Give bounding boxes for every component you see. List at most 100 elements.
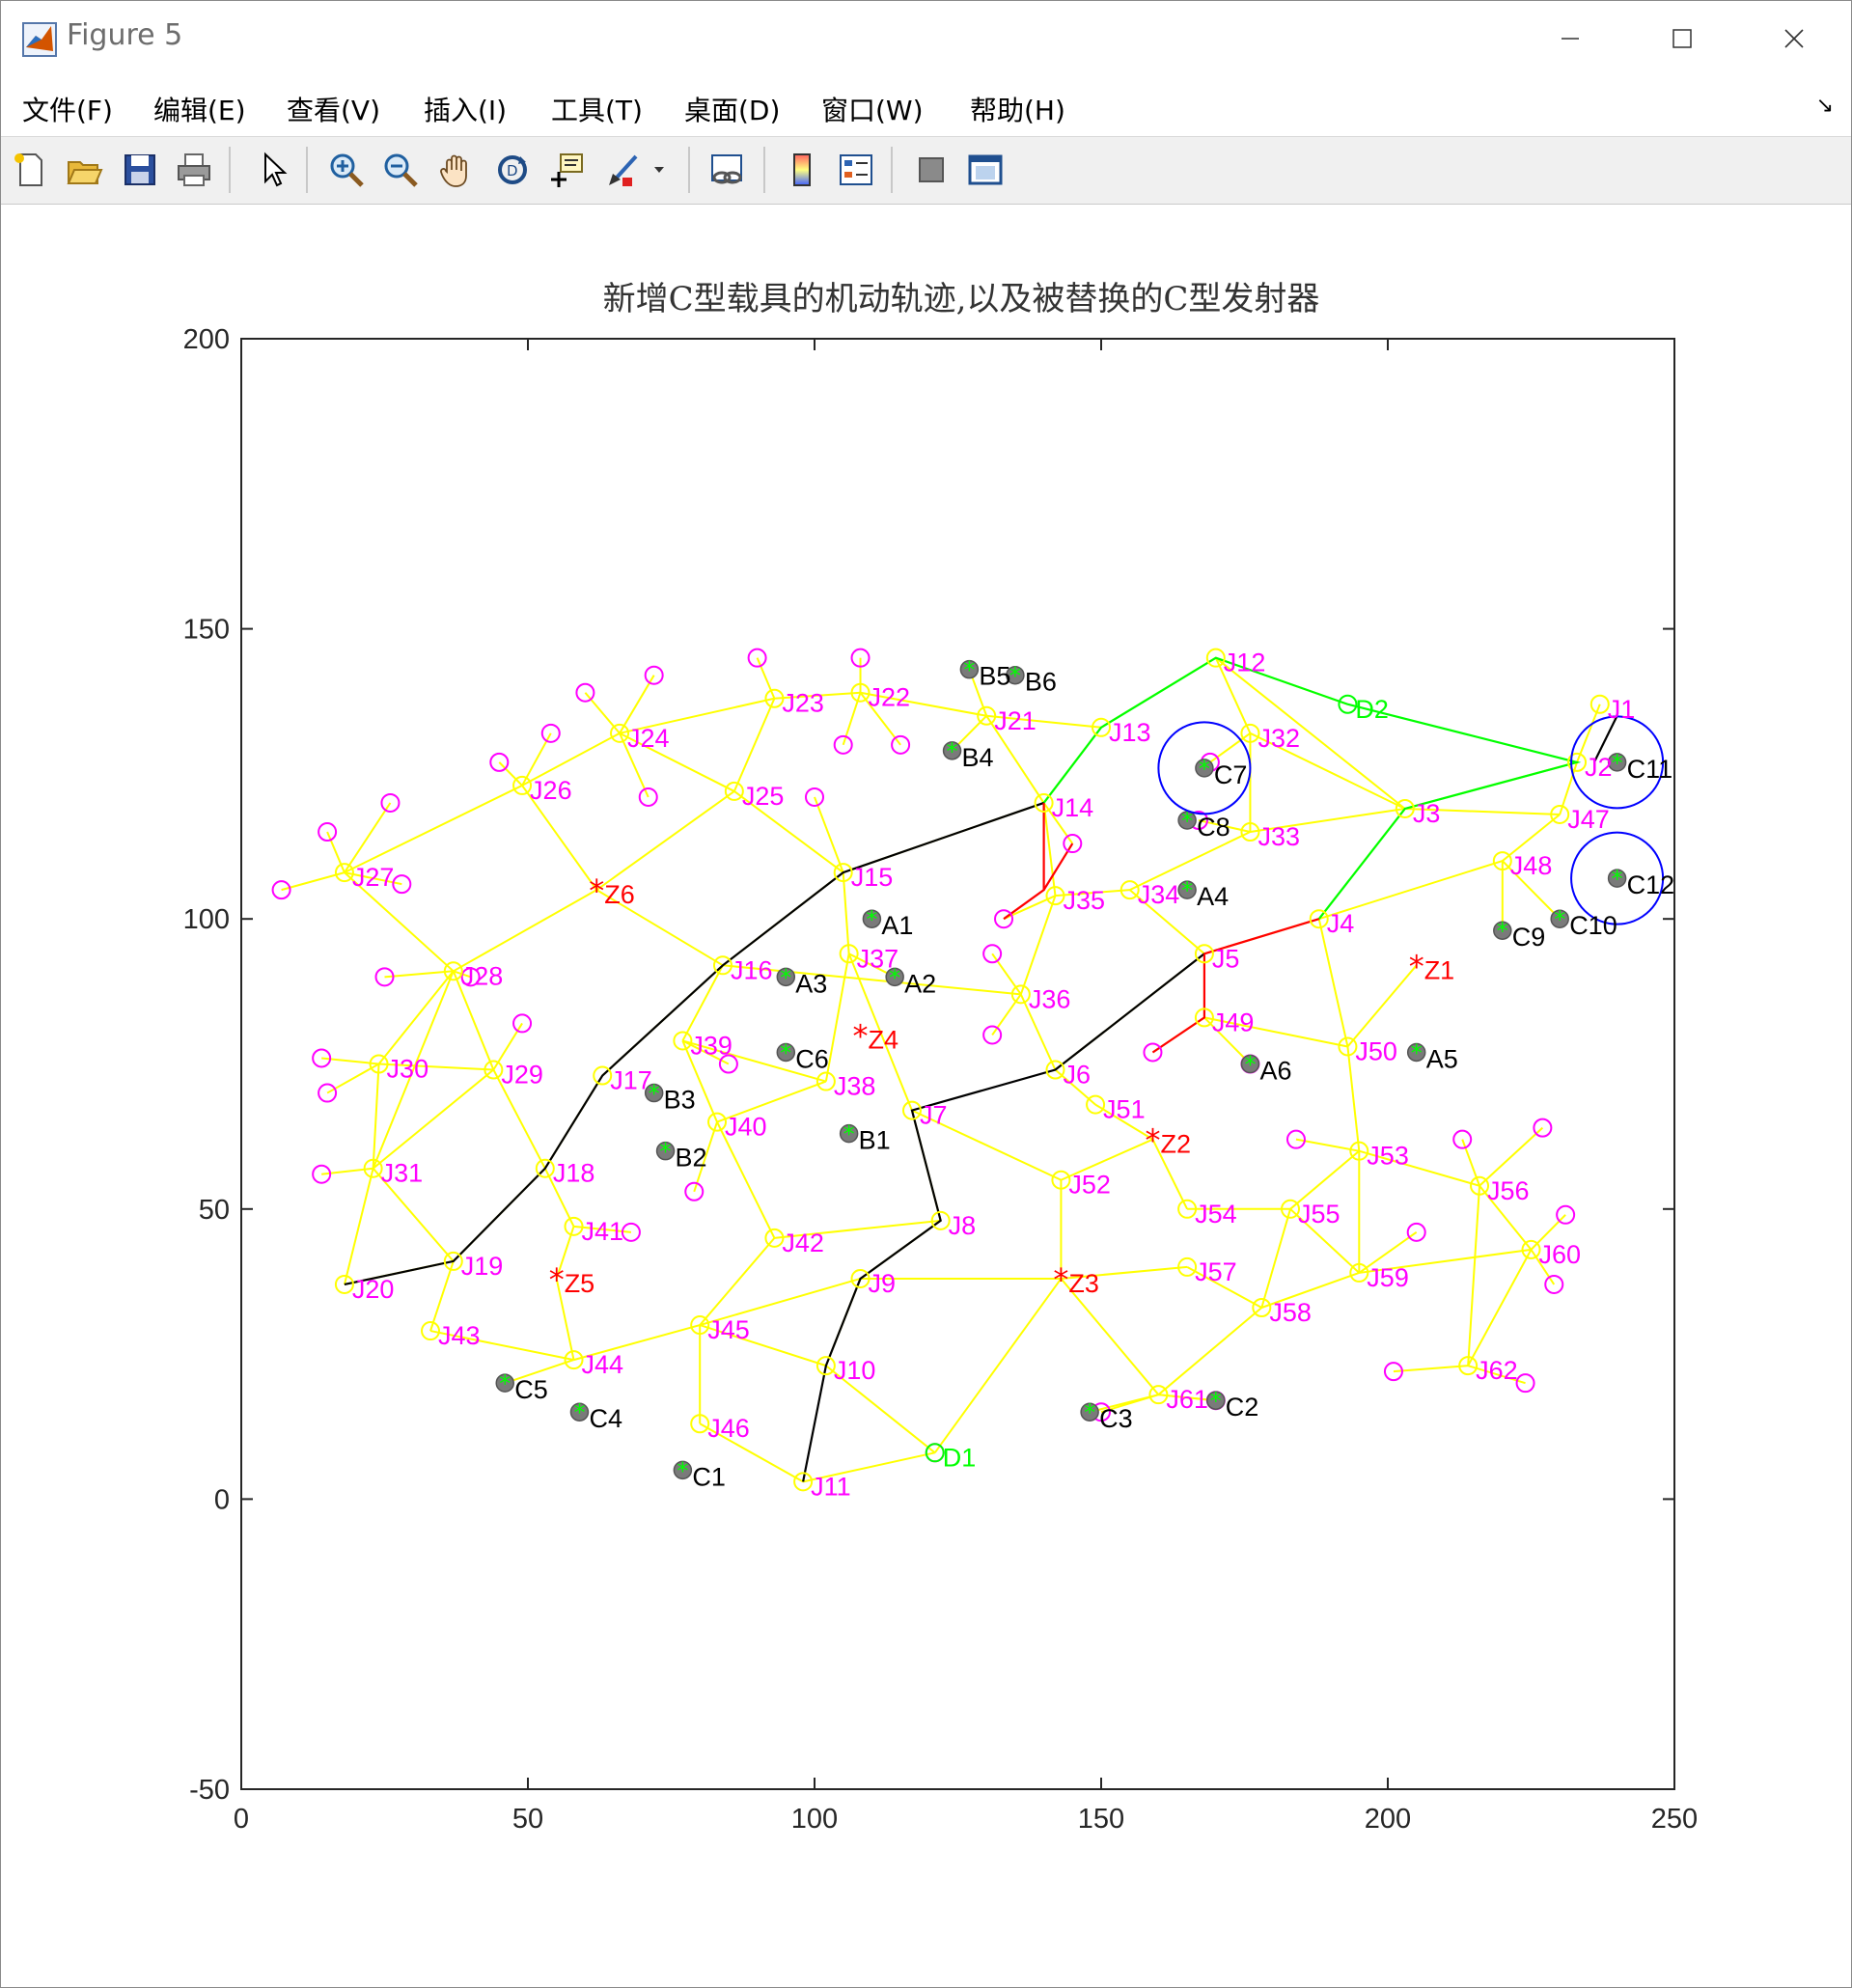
menu-tools[interactable]: 工具(T) — [551, 95, 643, 126]
toolbar-separator — [229, 147, 231, 193]
road-edge — [716, 1121, 776, 1239]
junction-label: J16 — [731, 955, 773, 984]
show-plot-tools-button[interactable] — [962, 147, 1009, 193]
print-button[interactable] — [171, 147, 217, 193]
brush-button[interactable] — [601, 147, 648, 193]
road-edge — [1019, 895, 1057, 995]
save-button[interactable] — [117, 147, 163, 193]
map-nodes: *********** ********** ********* — [271, 648, 1665, 1492]
pan-button[interactable] — [433, 147, 480, 193]
junction-label: J49 — [1212, 1008, 1255, 1036]
brush-dropdown-button[interactable] — [650, 147, 669, 193]
leaf-node-marker — [891, 734, 911, 755]
y-tick-label: 0 — [214, 1484, 230, 1515]
road-edge — [1404, 807, 1561, 815]
open-file-button[interactable] — [61, 147, 107, 193]
data-cursor-icon — [551, 153, 583, 187]
warehouse-marker: * — [1053, 1261, 1068, 1298]
rotate-3d-button[interactable]: D — [489, 147, 536, 193]
junction-marker — [1492, 851, 1512, 871]
road-edge — [344, 871, 455, 973]
leaf-node-marker — [850, 648, 871, 668]
junction-marker — [1045, 886, 1065, 906]
launcher-star: * — [1199, 756, 1210, 783]
maximize-button[interactable] — [1626, 1, 1738, 76]
launcher-marker — [495, 1373, 514, 1393]
junction-label: J54 — [1195, 1200, 1237, 1229]
road-edge — [372, 1168, 455, 1262]
junction-label: J34 — [1138, 880, 1180, 909]
minimize-button[interactable] — [1514, 1, 1626, 76]
zoom-out-button[interactable] — [377, 147, 424, 193]
print-icon — [178, 153, 210, 186]
junction-marker — [850, 1268, 871, 1288]
title-bar: Figure 5 — [1, 1, 1851, 76]
path-black — [1592, 715, 1618, 763]
depot-marker — [925, 1443, 945, 1463]
junction-label: J52 — [1068, 1171, 1111, 1200]
colorbar-button[interactable] — [779, 147, 825, 193]
junction-label: J20 — [352, 1275, 395, 1304]
road-edge — [933, 1278, 1063, 1453]
new-figure-button[interactable] — [7, 147, 53, 193]
road-spoke — [384, 970, 454, 979]
close-button[interactable] — [1738, 1, 1850, 76]
zoom-in-button[interactable] — [323, 147, 370, 193]
junction-label: J27 — [352, 863, 395, 892]
dock-arrow-icon[interactable]: ↘ — [1815, 94, 1834, 118]
vehicle-paths — [344, 656, 1618, 1482]
launcher-star: * — [1210, 1388, 1222, 1415]
junction-label: J29 — [501, 1061, 543, 1090]
road-edge — [595, 790, 735, 891]
junction-marker — [833, 863, 853, 883]
road-edge — [682, 1039, 827, 1083]
junction-label: J3 — [1413, 799, 1441, 828]
road-edge — [1289, 1208, 1360, 1274]
data-cursor-button[interactable] — [543, 147, 590, 193]
hide-plot-tools-button[interactable] — [908, 147, 954, 193]
plot-canvas[interactable]: 新增C型载具的机动轨迹,以及被替换的C型发射器 0 50 100 150 200 250 -… — [0, 204, 1850, 1985]
menu-help[interactable]: 帮助(H) — [970, 95, 1065, 126]
menu-view[interactable]: 查看(V) — [287, 95, 381, 126]
pan-icon — [440, 154, 467, 187]
legend-button[interactable] — [833, 147, 879, 193]
leaf-node-marker — [994, 909, 1014, 929]
junction-label: J41 — [582, 1217, 624, 1246]
axes-box — [240, 338, 1675, 1790]
x-tick-label: 100 — [791, 1804, 838, 1835]
road-edge — [1186, 1266, 1262, 1309]
road-edge — [699, 1422, 804, 1483]
pointer-button[interactable] — [250, 147, 296, 193]
road-edge — [681, 964, 724, 1041]
road-edge — [986, 714, 1102, 729]
launcher-marker — [1607, 869, 1627, 888]
road-edge — [492, 1069, 546, 1170]
menu-edit[interactable]: 编辑(E) — [153, 95, 246, 126]
menu-desktop[interactable]: 桌面(D) — [684, 95, 781, 126]
road-edge — [1467, 1185, 1481, 1367]
road-edge — [1359, 1248, 1532, 1274]
junction-marker — [1349, 1141, 1369, 1161]
toolbar-separator — [306, 147, 308, 193]
junction-label: J39 — [690, 1031, 733, 1060]
launcher-star: * — [889, 964, 900, 991]
menu-file[interactable]: 文件(F) — [22, 95, 113, 126]
hide-plot-tools-icon — [919, 157, 944, 182]
leaf-node-marker — [1515, 1373, 1535, 1394]
launcher-label: B5 — [979, 662, 1010, 691]
launcher-marker — [885, 967, 904, 987]
launcher-marker — [569, 1402, 590, 1422]
replaced-launcher-circle — [1570, 715, 1665, 810]
road-edge — [344, 785, 523, 874]
junction-label: J4 — [1327, 909, 1355, 938]
menu-insert[interactable]: 插入(I) — [424, 95, 508, 126]
link-plot-button[interactable] — [704, 147, 750, 193]
launcher-label: A3 — [795, 969, 827, 998]
junction-label: J10 — [834, 1356, 876, 1385]
road-edge — [699, 1324, 827, 1367]
junction-marker — [673, 1031, 693, 1051]
junction-marker — [1177, 1199, 1198, 1219]
minimize-icon — [1562, 38, 1579, 40]
menu-window[interactable]: 窗口(W) — [821, 95, 924, 126]
junction-label: J37 — [857, 944, 899, 973]
